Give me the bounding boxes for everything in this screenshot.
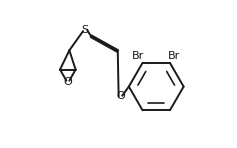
Text: O: O bbox=[64, 77, 72, 87]
Text: Br: Br bbox=[168, 51, 180, 61]
Text: Br: Br bbox=[132, 51, 145, 61]
Text: O: O bbox=[116, 91, 125, 101]
Text: S: S bbox=[82, 25, 89, 35]
